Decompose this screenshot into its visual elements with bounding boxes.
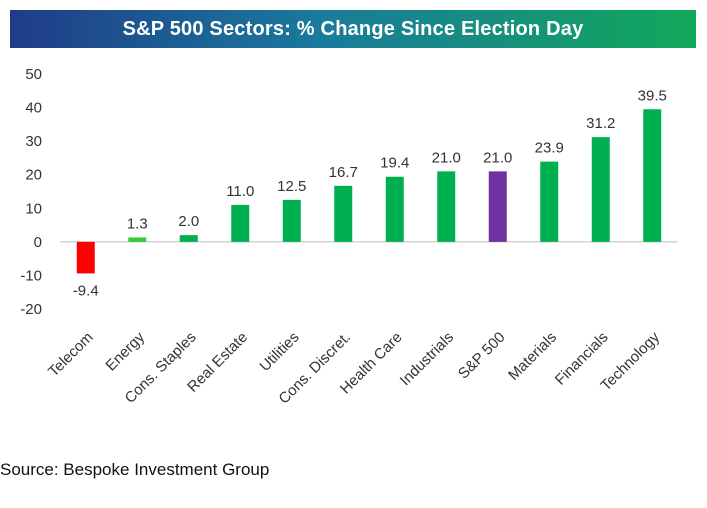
- data-label: 2.0: [178, 213, 199, 230]
- source-note: Source: Bespoke Investment Group: [0, 460, 270, 479]
- data-label: 11.0: [226, 183, 254, 200]
- y-tick-label: -20: [20, 301, 42, 318]
- bar: [385, 176, 404, 242]
- data-label: 19.4: [380, 155, 409, 172]
- data-label: 39.5: [638, 87, 667, 104]
- data-label: 31.2: [586, 115, 615, 132]
- bar: [282, 199, 301, 242]
- data-labels-group: -9.4 1.3 2.0 11.0 12.5 16.7 19.4 21.0 21.0 23.9 31…: [73, 87, 667, 299]
- bar: [643, 109, 662, 242]
- data-label: 16.7: [329, 164, 358, 181]
- y-axis: 50 40 30 20 10 0 -10 -20: [20, 66, 42, 318]
- bar: [488, 171, 507, 242]
- data-label: 21.0: [432, 149, 461, 166]
- bars-group: [76, 109, 662, 274]
- category-label: Utilities: [256, 329, 302, 375]
- category-label: Telecom: [45, 329, 97, 381]
- data-label: 21.0: [483, 149, 512, 166]
- y-tick-label: 20: [25, 167, 42, 184]
- data-label: 1.3: [127, 215, 148, 232]
- chart-title-bar: S&P 500 Sectors: % Change Since Election…: [10, 10, 696, 48]
- data-label: 23.9: [535, 140, 564, 157]
- bar: [76, 241, 95, 274]
- bar: [128, 237, 147, 242]
- bar: [540, 161, 559, 242]
- y-tick-label: 30: [25, 133, 42, 150]
- y-tick-label: 0: [34, 234, 42, 251]
- bar: [179, 235, 198, 242]
- bar: [591, 137, 610, 242]
- bar-chart: 50 40 30 20 10 0 -10 -20 -9.4 1.3 2.0 11.0 12.5 16.7…: [20, 66, 678, 407]
- data-label: 12.5: [277, 178, 306, 195]
- category-label: Energy: [102, 328, 148, 374]
- bar: [334, 185, 353, 242]
- category-label: S&P 500: [455, 329, 509, 383]
- y-tick-label: 50: [25, 66, 42, 83]
- bar: [231, 204, 250, 242]
- y-tick-label: 40: [25, 100, 42, 117]
- chart-title: S&P 500 Sectors: % Change Since Election…: [122, 17, 584, 40]
- y-tick-label: -10: [20, 267, 42, 284]
- bar: [437, 171, 456, 242]
- category-label: Industrials: [397, 329, 457, 389]
- data-label: -9.4: [73, 282, 99, 299]
- y-tick-label: 10: [25, 200, 42, 217]
